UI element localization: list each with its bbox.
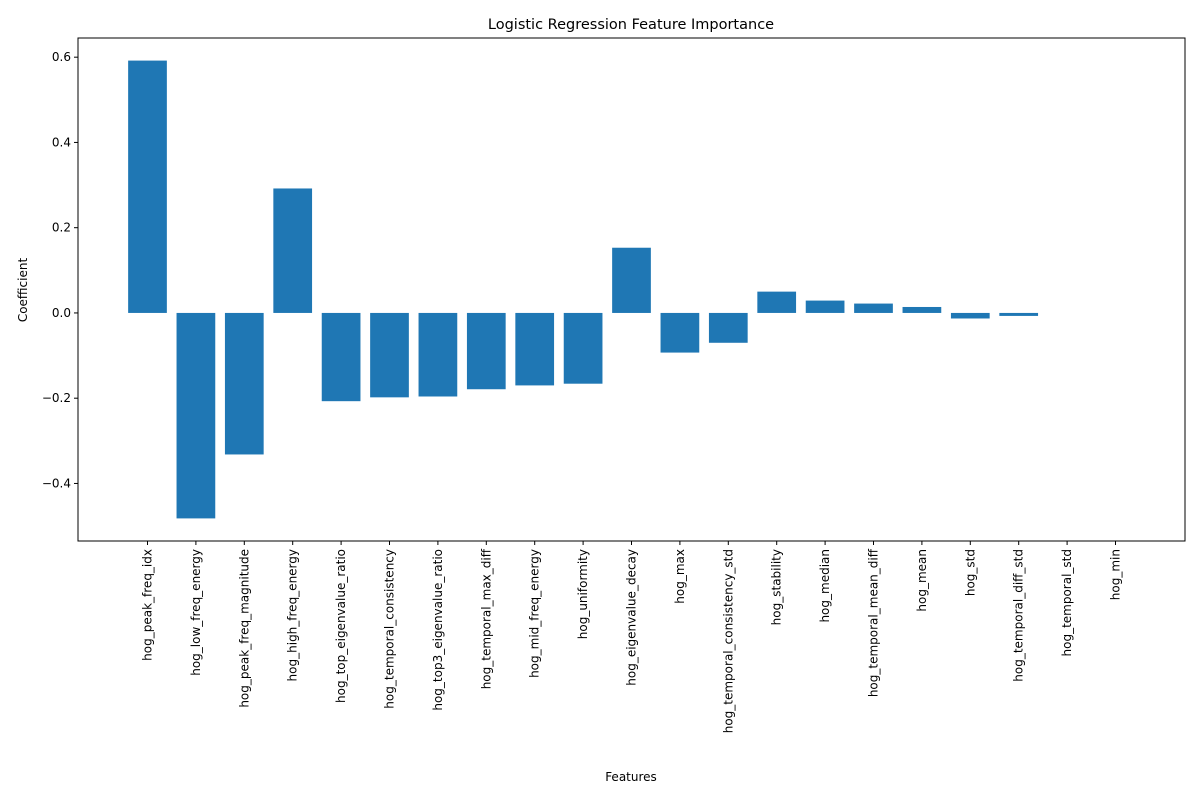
- plot-frame: [77, 37, 1186, 542]
- x-tick-label: hog_uniformity: [576, 549, 590, 639]
- x-tick-label: hog_temporal_max_diff: [479, 548, 493, 689]
- bar-hog-mid-freq-energy: [515, 312, 555, 386]
- bar-hog-std: [950, 312, 990, 319]
- y-tick-label: 0.0: [52, 306, 71, 320]
- chart-title: Logistic Regression Feature Importance: [488, 17, 774, 33]
- x-tick-label: hog_top3_eigenvalue_ratio: [431, 549, 445, 711]
- bar-hog-low-freq-energy: [176, 312, 216, 519]
- bar-hog-max: [660, 312, 700, 353]
- x-tick-label: hog_std: [963, 549, 977, 596]
- x-tick-label: hog_stability: [770, 549, 784, 625]
- x-tick-label: hog_max: [673, 549, 687, 604]
- bar-hog-mean: [902, 306, 942, 313]
- bars-layer: [128, 60, 1039, 519]
- x-tick-label: hog_median: [818, 549, 832, 623]
- bar-hog-temporal-consistency: [370, 312, 409, 398]
- bar-hog-top-eigenvalue-ratio: [321, 312, 361, 402]
- x-tick-label: hog_eigenvalue_decay: [625, 549, 639, 686]
- x-tick-label: hog_temporal_consistency_std: [721, 549, 735, 733]
- x-tick-label: hog_min: [1109, 549, 1123, 600]
- bar-hog-eigenvalue-decay: [612, 247, 651, 313]
- bar-hog-temporal-consistency-std: [708, 312, 748, 343]
- bar-hog-top3-eigenvalue-ratio: [418, 312, 458, 397]
- bar-hog-median: [805, 300, 845, 313]
- x-tick-label: hog_temporal_consistency: [383, 549, 397, 709]
- bar-hog-temporal-max-diff: [466, 312, 506, 390]
- bar-hog-high-freq-energy: [273, 188, 313, 313]
- bar-hog-peak-freq-magnitude: [224, 312, 264, 455]
- x-tick-label: hog_high_freq_energy: [286, 549, 300, 681]
- bar-hog-stability: [757, 291, 797, 313]
- y-tick-label: 0.6: [52, 50, 71, 64]
- x-tick-label: hog_temporal_mean_diff: [867, 548, 881, 697]
- x-tick-label: hog_top_eigenvalue_ratio: [334, 549, 348, 703]
- bar-hog-temporal-mean-diff: [854, 303, 893, 313]
- bar-hog-peak-freq-idx: [128, 60, 167, 313]
- y-axis-title: Coefficient: [16, 258, 30, 323]
- bar-hog-temporal-diff-std: [999, 312, 1039, 316]
- x-tick-label: hog_peak_freq_idx: [141, 549, 155, 661]
- bar-hog-uniformity: [563, 312, 603, 384]
- ticks-layer: hog_peak_freq_idx hog_low_freq_energy hog_…: [42, 50, 1123, 733]
- y-tick-label: −0.4: [42, 476, 71, 490]
- x-tick-label: hog_peak_freq_magnitude: [237, 549, 251, 708]
- x-tick-label: hog_low_freq_energy: [189, 549, 203, 676]
- y-tick-label: −0.2: [42, 391, 71, 405]
- y-tick-label: 0.4: [52, 135, 71, 149]
- x-tick-label: hog_temporal_diff_std: [1012, 549, 1026, 682]
- x-tick-label: hog_mean: [915, 549, 929, 612]
- x-tick-label: hog_temporal_std: [1060, 549, 1074, 657]
- x-axis-title: Features: [605, 770, 657, 784]
- y-tick-label: 0.2: [52, 221, 71, 235]
- x-tick-label: hog_mid_freq_energy: [528, 549, 542, 678]
